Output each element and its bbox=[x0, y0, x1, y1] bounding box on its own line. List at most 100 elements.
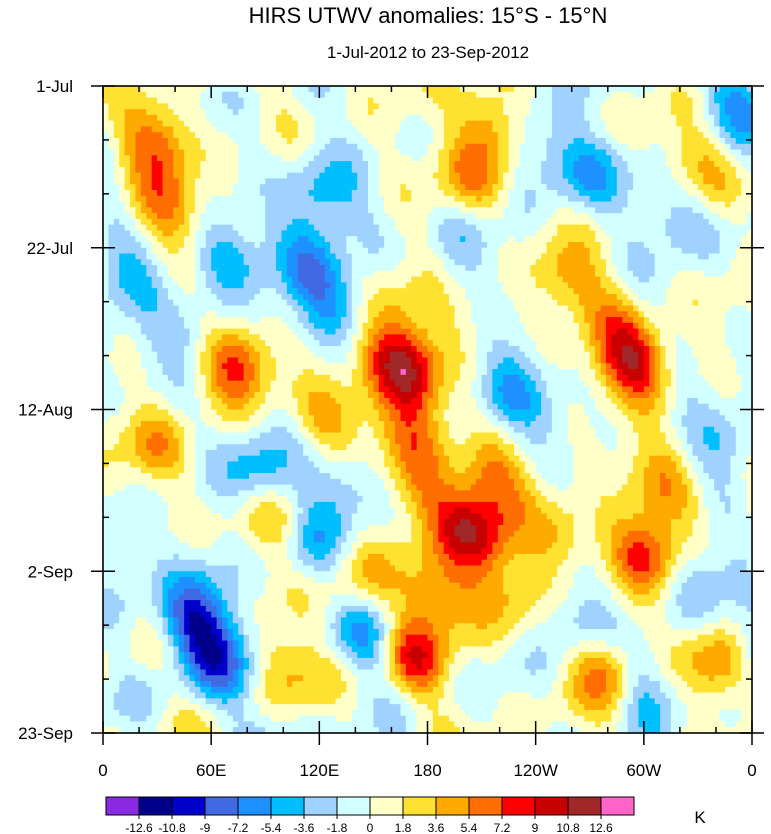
heatmap-cell bbox=[384, 213, 391, 220]
heatmap-cell bbox=[508, 253, 515, 260]
heatmap-cell bbox=[194, 91, 201, 99]
heatmap-cell bbox=[340, 91, 347, 99]
heatmap-cell bbox=[103, 322, 110, 330]
heatmap-cell bbox=[541, 293, 548, 301]
heatmap-cell bbox=[362, 265, 369, 272]
heatmap-cell bbox=[265, 230, 272, 237]
heatmap-cell bbox=[514, 195, 521, 203]
heatmap-cell bbox=[330, 299, 337, 307]
heatmap-cell bbox=[724, 213, 731, 220]
heatmap-cell bbox=[146, 137, 153, 145]
heatmap-cell bbox=[665, 293, 672, 301]
heatmap-cell bbox=[703, 311, 710, 318]
heatmap-cell bbox=[697, 270, 704, 278]
heatmap-cell bbox=[292, 143, 299, 151]
heatmap-cell bbox=[546, 207, 553, 214]
heatmap-cell bbox=[730, 270, 737, 278]
heatmap-cell bbox=[384, 195, 391, 203]
heatmap-cell bbox=[514, 184, 521, 191]
heatmap-cell bbox=[573, 166, 580, 174]
heatmap-cell bbox=[746, 103, 752, 110]
heatmap-cell bbox=[113, 236, 120, 243]
heatmap-cell bbox=[330, 114, 337, 122]
heatmap-cell bbox=[616, 195, 623, 203]
heatmap-cell bbox=[259, 282, 266, 289]
heatmap-cell bbox=[173, 126, 180, 133]
heatmap-cell bbox=[735, 91, 742, 99]
heatmap-cell bbox=[335, 178, 342, 185]
heatmap-cell bbox=[254, 224, 261, 232]
heatmap-cell bbox=[643, 114, 650, 122]
heatmap-cell bbox=[194, 218, 201, 226]
heatmap-cell bbox=[308, 276, 315, 284]
heatmap-cell bbox=[362, 97, 369, 104]
heatmap-cell bbox=[389, 253, 396, 260]
heatmap-cell bbox=[649, 317, 656, 324]
heatmap-cell bbox=[151, 91, 158, 99]
heatmap-cell bbox=[443, 253, 450, 260]
heatmap-cell bbox=[503, 207, 510, 214]
heatmap-cell bbox=[140, 270, 147, 278]
heatmap-cell bbox=[735, 201, 742, 208]
heatmap-cell bbox=[459, 241, 466, 249]
heatmap-cell bbox=[703, 259, 710, 266]
heatmap-cell bbox=[449, 195, 456, 203]
heatmap-cell bbox=[151, 224, 158, 232]
heatmap-cell bbox=[551, 149, 558, 156]
heatmap-cell bbox=[373, 109, 380, 116]
heatmap-cell bbox=[416, 97, 423, 104]
heatmap-cell bbox=[362, 91, 369, 99]
heatmap-cell bbox=[611, 305, 618, 312]
heatmap-cell bbox=[259, 91, 266, 99]
heatmap-cell bbox=[216, 224, 223, 232]
heatmap-cell bbox=[530, 91, 537, 99]
heatmap-cell bbox=[562, 201, 569, 208]
heatmap-cell bbox=[470, 91, 477, 99]
heatmap-cell bbox=[643, 189, 650, 197]
heatmap-cell bbox=[378, 207, 385, 214]
heatmap-cell bbox=[292, 247, 299, 255]
heatmap-cell bbox=[124, 270, 131, 278]
heatmap-cell bbox=[438, 259, 445, 266]
heatmap-cell bbox=[465, 317, 472, 324]
heatmap-cell bbox=[476, 103, 483, 110]
heatmap-cell bbox=[313, 241, 320, 249]
heatmap-cell bbox=[735, 293, 742, 301]
heatmap-cell bbox=[449, 172, 456, 180]
heatmap-cell bbox=[578, 137, 585, 145]
heatmap-cell bbox=[524, 189, 531, 197]
heatmap-cell bbox=[627, 114, 634, 122]
heatmap-cell bbox=[319, 218, 326, 226]
heatmap-cell bbox=[562, 236, 569, 243]
heatmap-cell bbox=[151, 114, 158, 122]
heatmap-cell bbox=[389, 195, 396, 203]
heatmap-cell bbox=[697, 305, 704, 312]
heatmap-cell bbox=[292, 109, 299, 116]
heatmap-cell bbox=[243, 265, 250, 272]
heatmap-cell bbox=[568, 276, 575, 284]
heatmap-cell bbox=[173, 91, 180, 99]
heatmap-cell bbox=[422, 103, 429, 110]
heatmap-cell bbox=[746, 299, 752, 307]
heatmap-cell bbox=[238, 265, 245, 272]
heatmap-cell bbox=[562, 103, 569, 110]
heatmap-cell bbox=[232, 293, 239, 301]
heatmap-cell bbox=[649, 137, 656, 145]
heatmap-cell bbox=[503, 230, 510, 237]
heatmap-cell bbox=[486, 114, 493, 122]
heatmap-cell bbox=[692, 253, 699, 260]
heatmap-cell bbox=[524, 236, 531, 243]
heatmap-cell bbox=[362, 189, 369, 197]
heatmap-cell bbox=[746, 149, 752, 156]
heatmap-cell bbox=[140, 207, 147, 214]
heatmap-cell bbox=[103, 305, 110, 312]
heatmap-cell bbox=[167, 305, 174, 312]
heatmap-cell bbox=[627, 97, 634, 104]
heatmap-cell bbox=[140, 218, 147, 226]
heatmap-cell bbox=[103, 178, 110, 185]
heatmap-cell bbox=[308, 317, 315, 324]
heatmap-cell bbox=[476, 178, 483, 185]
heatmap-cell bbox=[692, 91, 699, 99]
heatmap-cell bbox=[405, 143, 412, 151]
heatmap-cell bbox=[378, 120, 385, 128]
